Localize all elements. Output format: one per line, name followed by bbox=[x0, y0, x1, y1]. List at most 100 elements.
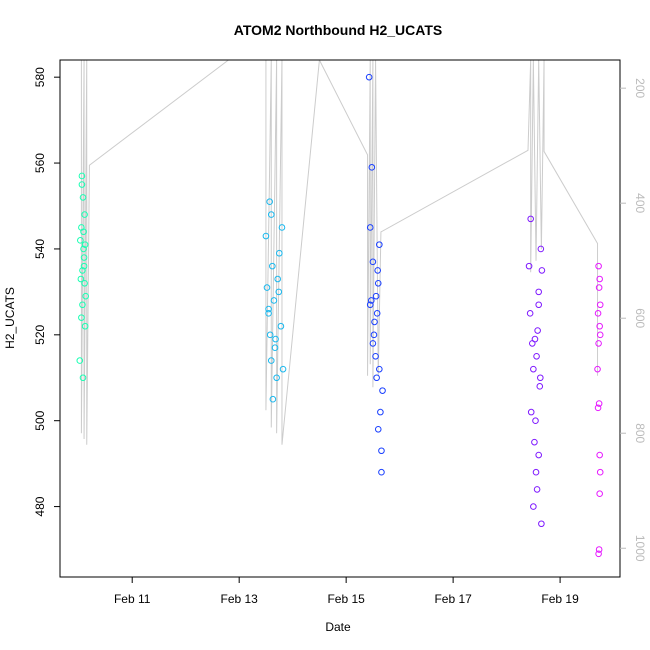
point bbox=[79, 374, 87, 382]
y-tick-label: 540 bbox=[33, 239, 47, 259]
point bbox=[81, 322, 89, 330]
chart-title: ATOM2 Northbound H2_UCATS bbox=[234, 22, 442, 38]
point bbox=[267, 357, 275, 364]
point bbox=[531, 335, 539, 343]
point bbox=[278, 224, 286, 231]
y2-tick-label: 400 bbox=[633, 193, 647, 213]
point bbox=[374, 425, 382, 433]
point bbox=[596, 301, 604, 309]
point bbox=[534, 327, 541, 334]
x-tick-label: Feb 11 bbox=[114, 592, 151, 606]
point bbox=[81, 279, 88, 287]
y2-tick-label: 200 bbox=[633, 78, 647, 98]
point bbox=[80, 228, 87, 236]
point bbox=[532, 417, 539, 424]
point bbox=[78, 314, 85, 321]
point bbox=[263, 284, 271, 291]
point bbox=[595, 546, 603, 553]
y-axis-label: H2_UCATS bbox=[3, 287, 17, 349]
point bbox=[80, 245, 87, 253]
point bbox=[594, 365, 601, 373]
point bbox=[527, 408, 535, 416]
point bbox=[535, 301, 543, 309]
point bbox=[595, 262, 602, 270]
point bbox=[369, 258, 377, 266]
point bbox=[374, 279, 382, 287]
point bbox=[376, 365, 383, 373]
point bbox=[594, 310, 602, 317]
point bbox=[265, 305, 272, 313]
point bbox=[596, 331, 604, 339]
y-tick-label: 500 bbox=[33, 410, 47, 430]
point bbox=[372, 352, 379, 360]
point bbox=[378, 447, 385, 455]
point bbox=[538, 267, 546, 274]
point bbox=[265, 310, 272, 317]
point bbox=[596, 275, 603, 283]
point bbox=[596, 468, 604, 476]
pressure-line bbox=[80, 60, 599, 445]
y-tick-label: 520 bbox=[33, 324, 47, 344]
point bbox=[531, 438, 538, 446]
point bbox=[376, 241, 383, 248]
point bbox=[368, 164, 376, 171]
point bbox=[262, 232, 270, 240]
point bbox=[596, 451, 603, 459]
point bbox=[370, 331, 378, 339]
point bbox=[366, 224, 374, 231]
point bbox=[596, 490, 603, 497]
point bbox=[367, 297, 375, 304]
point bbox=[595, 284, 603, 291]
point bbox=[271, 344, 279, 351]
point bbox=[533, 352, 540, 360]
point bbox=[366, 301, 374, 309]
point bbox=[525, 262, 533, 270]
point bbox=[266, 331, 274, 339]
point bbox=[372, 292, 380, 300]
point bbox=[371, 318, 378, 326]
point bbox=[535, 288, 543, 296]
point bbox=[369, 340, 377, 347]
point bbox=[78, 172, 86, 180]
x-axis-label: Date bbox=[325, 620, 351, 634]
point bbox=[377, 408, 384, 416]
y-tick-label: 480 bbox=[33, 496, 47, 516]
point bbox=[275, 288, 283, 296]
point bbox=[76, 357, 84, 364]
point bbox=[530, 365, 537, 373]
point bbox=[79, 194, 87, 201]
point bbox=[279, 365, 287, 373]
point bbox=[77, 237, 84, 244]
point bbox=[538, 520, 545, 528]
point bbox=[378, 468, 385, 476]
point bbox=[595, 340, 602, 347]
y-tick-label: 580 bbox=[33, 67, 47, 87]
point bbox=[379, 387, 386, 394]
plot-points bbox=[76, 73, 604, 558]
point bbox=[80, 254, 88, 261]
point bbox=[594, 404, 602, 412]
point bbox=[81, 241, 89, 248]
point bbox=[79, 301, 86, 309]
plot-frame bbox=[59, 59, 621, 578]
point bbox=[81, 211, 88, 218]
point bbox=[269, 262, 276, 270]
point bbox=[526, 310, 534, 317]
x-tick-label: Feb 15 bbox=[327, 592, 365, 606]
point bbox=[373, 310, 381, 317]
x-tick-label: Feb 19 bbox=[541, 592, 579, 606]
point bbox=[80, 262, 88, 270]
point bbox=[82, 292, 89, 300]
point bbox=[274, 275, 281, 283]
point bbox=[78, 181, 86, 188]
y-tick-label: 560 bbox=[33, 153, 47, 173]
point bbox=[365, 73, 373, 81]
point bbox=[535, 451, 543, 459]
point bbox=[596, 322, 603, 330]
point bbox=[536, 383, 544, 390]
point bbox=[275, 249, 283, 257]
point bbox=[373, 374, 380, 382]
point bbox=[530, 503, 537, 510]
point bbox=[270, 297, 278, 304]
y2-tick-label: 800 bbox=[633, 423, 647, 443]
